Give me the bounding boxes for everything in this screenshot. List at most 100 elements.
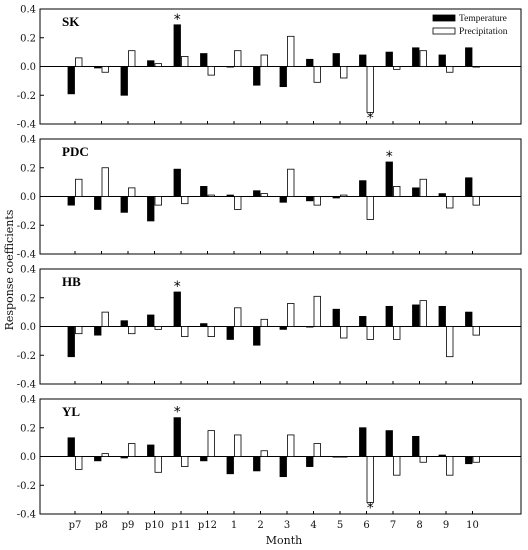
x-tick-label: 10 [466, 520, 479, 531]
y-tick-label: 0.0 [20, 192, 36, 203]
bar-precipitation [234, 196, 242, 210]
bar-precipitation [340, 456, 348, 458]
bar-precipitation [101, 167, 109, 197]
bar-precipitation [446, 66, 454, 73]
y-tick-label: -0.2 [17, 481, 36, 492]
bar-temperature [253, 190, 261, 197]
bar-precipitation [234, 434, 242, 457]
x-tick-label: 9 [443, 520, 449, 531]
x-tick-label: 4 [310, 520, 316, 531]
bar-temperature [438, 193, 446, 197]
bar-temperature [67, 66, 75, 95]
bar-precipitation [393, 326, 401, 340]
y-tick-label: -0.2 [17, 351, 36, 362]
y-tick-label: -0.2 [17, 91, 36, 102]
bar-precipitation [75, 178, 83, 197]
legend-swatch-temperature [432, 14, 456, 22]
bar-temperature [465, 311, 473, 327]
significance-star: * [174, 405, 181, 421]
bar-precipitation [446, 326, 454, 358]
bar-temperature [385, 51, 393, 67]
y-tick-label: 0.2 [20, 423, 36, 434]
bar-precipitation [207, 326, 215, 337]
bar-precipitation [287, 434, 295, 457]
legend-label-temperature: Temperature [459, 14, 507, 24]
bar-temperature [147, 314, 155, 327]
bar-precipitation [181, 326, 189, 337]
bar-temperature [359, 180, 367, 197]
bar-temperature [359, 427, 367, 457]
y-tick-label: 0.4 [20, 395, 36, 406]
x-tick-label: p9 [122, 520, 135, 531]
bar-temperature [253, 456, 261, 472]
bar-precipitation [472, 196, 480, 206]
bar-precipitation [287, 303, 295, 327]
panel-label: YL [62, 404, 80, 419]
y-tick-label: 0.4 [20, 135, 36, 146]
bar-temperature [438, 305, 446, 327]
bar-temperature [67, 196, 75, 206]
bar-temperature [412, 435, 420, 457]
bar-temperature [94, 326, 102, 336]
bar-precipitation [366, 326, 374, 340]
bar-temperature [253, 326, 261, 346]
x-tick-label: 2 [257, 520, 263, 531]
x-tick-label: p11 [171, 520, 190, 531]
y-tick-label: -0.2 [17, 221, 36, 232]
bar-precipitation [340, 194, 348, 197]
y-tick-label: -0.4 [17, 120, 36, 131]
panel-yl: 0.4 0.2 0.0 -0.2 -0.4 YL * * p7 p8 p9 p10 p11 p12 1 2 3 4… [17, 395, 522, 531]
bar-temperature [279, 456, 287, 478]
bar-temperature [226, 456, 234, 475]
bar-temperature [306, 326, 314, 328]
bar-precipitation [128, 50, 136, 67]
x-tick-label: 5 [337, 520, 343, 531]
bar-precipitation [207, 66, 215, 76]
bar-temperature [120, 196, 128, 213]
bar-precipitation [472, 326, 480, 336]
bar-temperature [94, 196, 102, 210]
significance-star: * [386, 149, 393, 165]
y-tick-label: -0.4 [17, 380, 36, 391]
bar-temperature [332, 308, 340, 327]
bar-temperature [385, 161, 393, 197]
y-tick-label: 0.2 [20, 163, 36, 174]
bar-temperature [465, 47, 473, 67]
bar-temperature [200, 53, 208, 67]
legend-swatch-precipitation [432, 27, 456, 35]
bar-temperature [147, 444, 155, 457]
panel-label: PDC [62, 144, 89, 159]
bar-temperature [438, 54, 446, 67]
bar-precipitation [101, 453, 109, 457]
bar-precipitation [419, 300, 427, 327]
bar-precipitation [472, 456, 480, 463]
bar-temperature [200, 456, 208, 462]
bar-precipitation [313, 66, 321, 83]
panel-label: HB [62, 274, 81, 289]
bar-temperature [465, 177, 473, 197]
bar-temperature [412, 304, 420, 327]
bar-precipitation [234, 307, 242, 327]
bar-precipitation [101, 66, 109, 73]
panel-label: SK [62, 14, 80, 29]
bar-temperature [200, 323, 208, 327]
panel-sk: 0.4 0.2 0.0 -0.2 -0.4 SK * * Temperature Precipit… [17, 5, 522, 131]
significance-star: * [174, 12, 181, 28]
bar-temperature [385, 305, 393, 327]
bar-temperature [359, 316, 367, 327]
bar-precipitation [154, 63, 162, 67]
y-axis-title: Response coefficients [3, 209, 16, 330]
bar-temperature [332, 456, 340, 458]
bar-temperature [306, 196, 314, 202]
bar-precipitation [75, 456, 83, 470]
bar-temperature [120, 456, 128, 459]
legend-label-precipitation: Precipitation [459, 27, 508, 37]
bar-temperature [412, 47, 420, 67]
bar-precipitation [154, 456, 162, 473]
y-tick-label: 0.2 [20, 293, 36, 304]
bar-temperature [200, 186, 208, 197]
bar-precipitation [181, 56, 189, 67]
bar-precipitation [260, 54, 268, 67]
bar-temperature [412, 187, 420, 197]
